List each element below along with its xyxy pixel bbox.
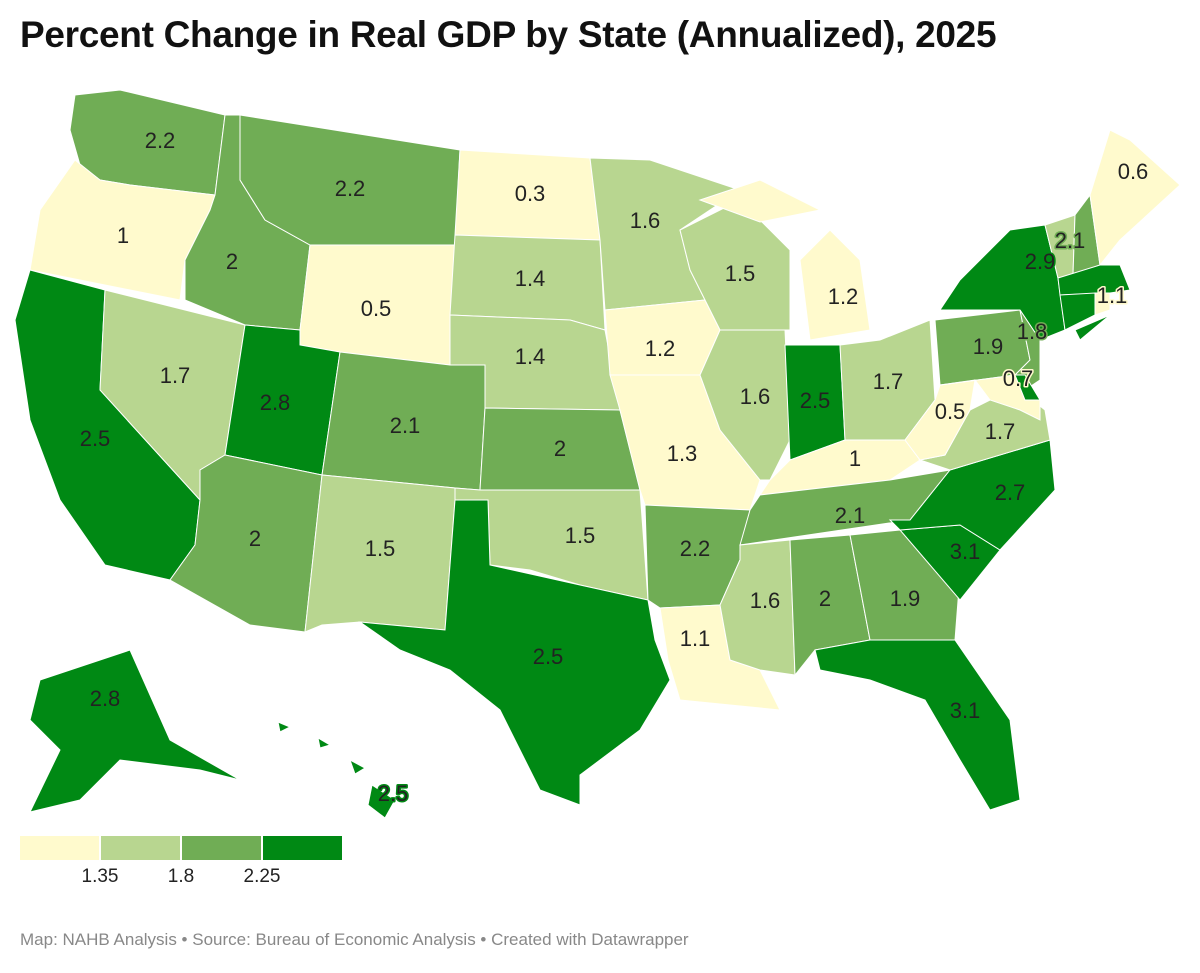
state-ak[interactable]: [29, 649, 241, 813]
legend-swatch-1: [20, 836, 99, 860]
state-value-label-al: 2: [819, 586, 831, 611]
state-value-label-ak: 2.8: [90, 686, 121, 711]
state-value-label-ga: 1.9: [890, 586, 921, 611]
state-value-label-in: 2.5: [800, 388, 831, 413]
state-value-label-ny: 2.9: [1025, 249, 1056, 274]
state-hi[interactable]: [277, 721, 292, 733]
legend-swatch-2: [101, 836, 180, 860]
state-value-label-nm: 1.5: [365, 536, 396, 561]
legend-tick: 1.8: [167, 866, 195, 887]
state-value-label-md: 0.7: [1003, 366, 1034, 391]
state-ri[interactable]: [1094, 292, 1111, 316]
legend-tick: 1.35: [81, 866, 119, 887]
map-title: Percent Change in Real GDP by State (Ann…: [20, 14, 997, 55]
state-me[interactable]: [1089, 129, 1181, 267]
state-value-label-nh: 2.1: [1055, 228, 1086, 253]
legend-swatch-4: [263, 836, 342, 860]
state-value-label-nv: 1.7: [160, 363, 191, 388]
state-value-label-sd: 1.4: [515, 266, 546, 291]
state-wv[interactable]: [904, 379, 976, 461]
state-value-label-nd: 0.3: [515, 181, 546, 206]
state-value-label-wy: 0.5: [361, 296, 392, 321]
state-value-label-or: 1: [117, 223, 129, 248]
state-mi[interactable]: [698, 179, 822, 223]
state-mi[interactable]: [799, 229, 871, 341]
state-value-label-fl: 3.1: [950, 698, 981, 723]
state-value-label-ut: 2.8: [260, 390, 291, 415]
state-hi[interactable]: [349, 758, 367, 775]
state-value-label-ne: 1.4: [515, 344, 546, 369]
state-value-label-mo: 1.3: [667, 441, 698, 466]
state-value-label-ri: 1.1: [1097, 283, 1128, 308]
state-value-label-ms: 1.6: [750, 588, 781, 613]
state-ny[interactable]: [1074, 314, 1111, 341]
state-value-label-pa: 1.9: [973, 334, 1004, 359]
state-value-label-ia: 1.2: [645, 336, 676, 361]
state-value-label-ar: 2.2: [680, 536, 711, 561]
state-nc[interactable]: [888, 439, 1056, 551]
state-az[interactable]: [169, 454, 323, 633]
state-value-label-oh: 1.7: [873, 369, 904, 394]
state-value-label-tx: 2.5: [533, 644, 564, 669]
legend-tick: 2.25: [243, 866, 281, 887]
state-value-label-ky: 1: [849, 446, 861, 471]
state-value-label-tn: 2.1: [835, 503, 866, 528]
state-hi[interactable]: [367, 784, 396, 819]
state-value-label-hi: 2.5: [378, 781, 409, 806]
state-fl[interactable]: [814, 639, 1021, 811]
state-value-label-me: 0.6: [1118, 159, 1149, 184]
state-value-label-mi: 1.2: [828, 284, 859, 309]
state-value-label-va: 1.7: [985, 419, 1016, 444]
legend-swatch-3: [182, 836, 261, 860]
state-de[interactable]: [1014, 374, 1041, 401]
state-value-label-az: 2: [249, 526, 261, 551]
state-value-label-mt: 2.2: [335, 176, 366, 201]
state-hi[interactable]: [317, 737, 332, 749]
state-value-label-id: 2: [226, 249, 238, 274]
state-value-label-la: 1.1: [680, 626, 711, 651]
state-value-label-wa: 2.2: [145, 128, 176, 153]
state-tx[interactable]: [358, 499, 671, 806]
state-value-label-nc: 2.7: [995, 480, 1026, 505]
state-value-label-mn: 1.6: [630, 208, 661, 233]
state-value-label-wv: 0.5: [935, 399, 966, 424]
state-value-label-ok: 1.5: [565, 523, 596, 548]
state-value-label-wi: 1.5: [725, 261, 756, 286]
state-value-label-sc: 3.1: [950, 539, 981, 564]
state-value-label-il: 1.6: [740, 384, 771, 409]
state-value-label-co: 2.1: [390, 413, 421, 438]
state-value-label-ks: 2: [554, 436, 566, 461]
state-value-label-nj: 1.8: [1017, 319, 1048, 344]
state-ms[interactable]: [719, 539, 796, 676]
state-value-label-ca: 2.5: [80, 426, 111, 451]
footer-credits: Map: NAHB Analysis • Source: Bureau of E…: [20, 930, 689, 949]
